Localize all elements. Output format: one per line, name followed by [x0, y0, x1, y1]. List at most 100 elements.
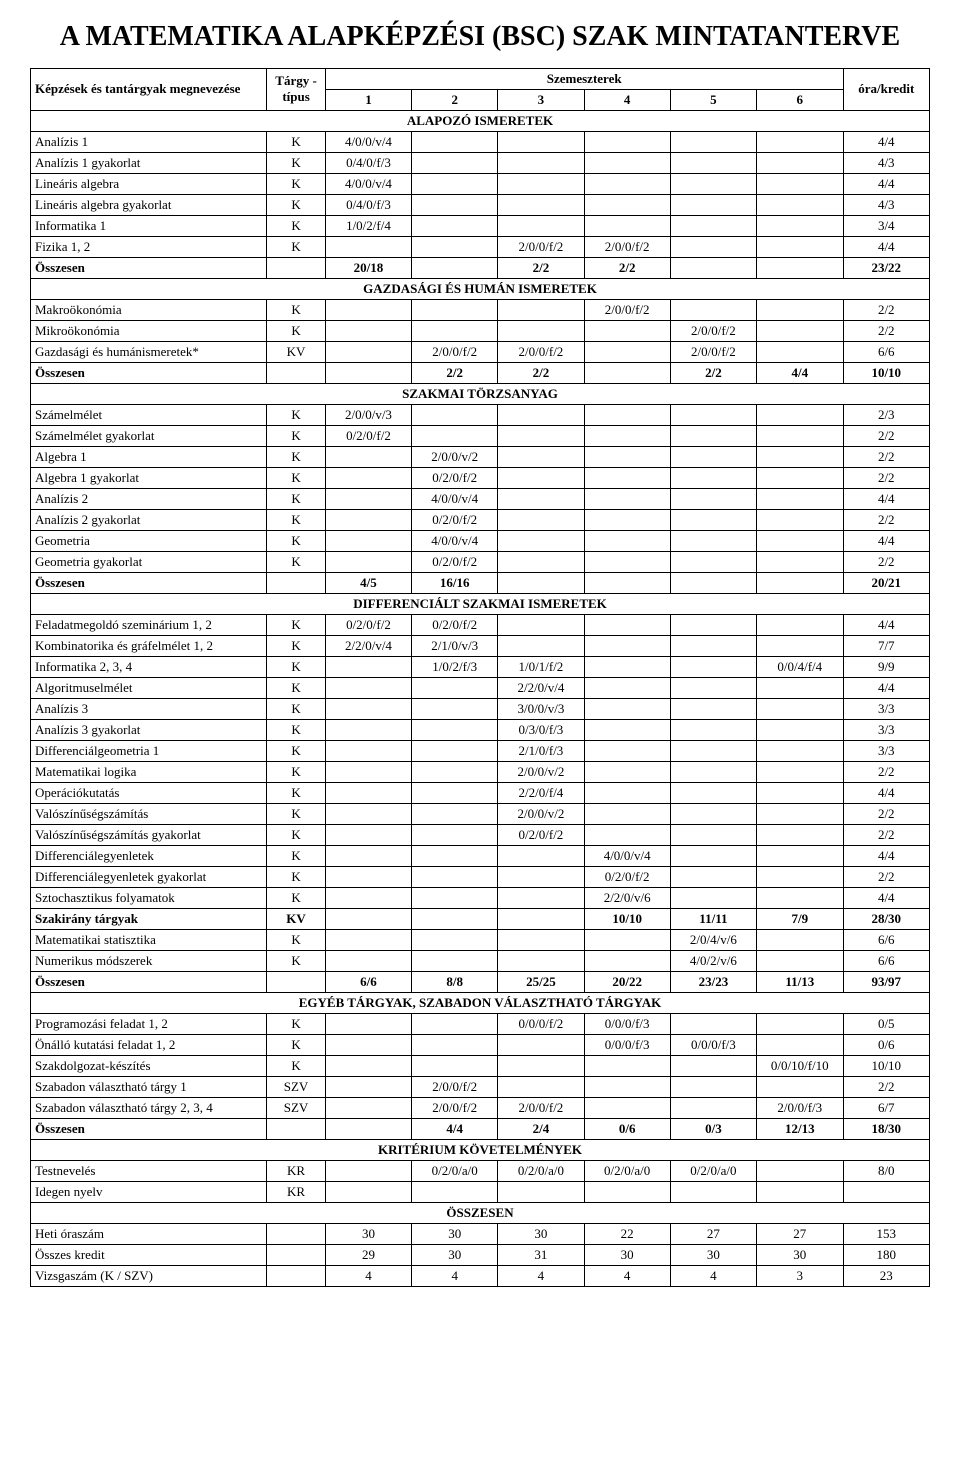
table-row: Vizsgaszám (K / SZV)44444323	[31, 1265, 930, 1286]
sem-cell	[412, 698, 498, 719]
sem-cell: 25/25	[498, 971, 584, 992]
sem-cell: 0/2/0/f/2	[412, 551, 498, 572]
sem-cell	[670, 236, 756, 257]
sem-cell: 16/16	[412, 572, 498, 593]
sem-cell	[584, 446, 670, 467]
sem-cell	[325, 950, 411, 971]
sem-cell	[325, 845, 411, 866]
credit-cell: 2/3	[843, 404, 929, 425]
sem-cell	[412, 1055, 498, 1076]
sem-cell: 2/0/0/f/2	[584, 236, 670, 257]
sem-cell	[584, 824, 670, 845]
sem-cell	[325, 467, 411, 488]
sem-cell	[670, 551, 756, 572]
sem-cell	[584, 1076, 670, 1097]
sem-cell: 1/0/1/f/2	[498, 656, 584, 677]
sem-cell	[498, 635, 584, 656]
table-row: Szakdolgozat-készítésK0/0/10/f/1010/10	[31, 1055, 930, 1076]
subject-name: Kombinatorika és gráfelmélet 1, 2	[31, 635, 267, 656]
table-row: Összesen4/516/1620/21	[31, 572, 930, 593]
sem-cell	[584, 719, 670, 740]
sem-cell	[412, 425, 498, 446]
sem-cell: 2/2/0/v/6	[584, 887, 670, 908]
sem-cell	[757, 530, 844, 551]
sem-cell	[325, 782, 411, 803]
table-row: Valószínűségszámítás gyakorlatK0/2/0/f/2…	[31, 824, 930, 845]
sem-cell: 2/2	[412, 362, 498, 383]
sem-cell	[670, 782, 756, 803]
sem-cell	[498, 425, 584, 446]
subject-name: Geometria	[31, 530, 267, 551]
sem-cell	[584, 215, 670, 236]
sem-cell: 2/2/0/v/4	[325, 635, 411, 656]
table-row: Kombinatorika és gráfelmélet 1, 2K2/2/0/…	[31, 635, 930, 656]
sem-cell: 0/2/0/f/2	[412, 509, 498, 530]
sem-cell: 4/5	[325, 572, 411, 593]
sem-cell: 2/0/0/v/2	[498, 761, 584, 782]
sem-cell	[412, 1181, 498, 1202]
sem-cell: 3/0/0/v/3	[498, 698, 584, 719]
sem-cell	[498, 446, 584, 467]
table-row: Összes kredit293031303030180	[31, 1244, 930, 1265]
sem-cell	[325, 719, 411, 740]
sem-cell	[670, 488, 756, 509]
table-row: Heti óraszám303030222727153	[31, 1223, 930, 1244]
hdr-semesters: Szemeszterek	[325, 68, 843, 89]
sem-cell	[670, 215, 756, 236]
subject-type: K	[267, 236, 326, 257]
sem-cell	[670, 887, 756, 908]
credit-cell: 2/2	[843, 425, 929, 446]
section-header: EGYÉB TÁRGYAK, SZABADON VÁLASZTHATÓ TÁRG…	[31, 992, 930, 1013]
subject-name: Sztochasztikus folyamatok	[31, 887, 267, 908]
credit-cell: 0/6	[843, 1034, 929, 1055]
sem-cell	[498, 950, 584, 971]
credit-cell: 93/97	[843, 971, 929, 992]
sem-cell	[325, 1160, 411, 1181]
subject-name: Algoritmuselmélet	[31, 677, 267, 698]
section-header: SZAKMAI TÖRZSANYAG	[31, 383, 930, 404]
sem-cell	[498, 404, 584, 425]
sem-cell	[757, 677, 844, 698]
credit-cell: 8/0	[843, 1160, 929, 1181]
table-row: Lineáris algebra gyakorlatK0/4/0/f/34/3	[31, 194, 930, 215]
sem-cell: 2/2/0/f/4	[498, 782, 584, 803]
hdr-sem-5: 5	[670, 89, 756, 110]
credit-cell: 0/5	[843, 1013, 929, 1034]
sem-cell	[412, 173, 498, 194]
subject-type: K	[267, 488, 326, 509]
sem-cell	[325, 362, 411, 383]
sem-cell	[325, 1118, 411, 1139]
sem-cell	[757, 257, 844, 278]
sem-cell: 2/0/0/f/2	[670, 320, 756, 341]
sem-cell	[670, 1055, 756, 1076]
subject-type: K	[267, 404, 326, 425]
sem-cell	[498, 299, 584, 320]
credit-cell: 153	[843, 1223, 929, 1244]
credit-cell: 9/9	[843, 656, 929, 677]
sem-cell: 0/0/0/f/3	[584, 1034, 670, 1055]
sem-cell	[325, 677, 411, 698]
credit-cell: 7/7	[843, 635, 929, 656]
sem-cell	[757, 131, 844, 152]
credit-cell: 2/2	[843, 1076, 929, 1097]
sem-cell	[584, 173, 670, 194]
sem-cell	[757, 1181, 844, 1202]
sem-cell: 1/0/2/f/4	[325, 215, 411, 236]
table-row: Összesen2/22/22/24/410/10	[31, 362, 930, 383]
sem-cell: 4/4	[412, 1118, 498, 1139]
credit-cell: 6/7	[843, 1097, 929, 1118]
subject-name: Összesen	[31, 362, 267, 383]
sem-cell	[498, 488, 584, 509]
subject-type: SZV	[267, 1097, 326, 1118]
credit-cell: 4/4	[843, 173, 929, 194]
sem-cell	[757, 299, 844, 320]
subject-type: K	[267, 299, 326, 320]
table-row: MikroökonómiaK2/0/0/f/22/2	[31, 320, 930, 341]
subject-name: Összesen	[31, 971, 267, 992]
sem-cell	[670, 152, 756, 173]
sem-cell: 30	[412, 1244, 498, 1265]
sem-cell	[757, 1160, 844, 1181]
sem-cell	[325, 236, 411, 257]
table-row: Lineáris algebraK4/0/0/v/44/4	[31, 173, 930, 194]
sem-cell: 0/2/0/f/2	[498, 824, 584, 845]
